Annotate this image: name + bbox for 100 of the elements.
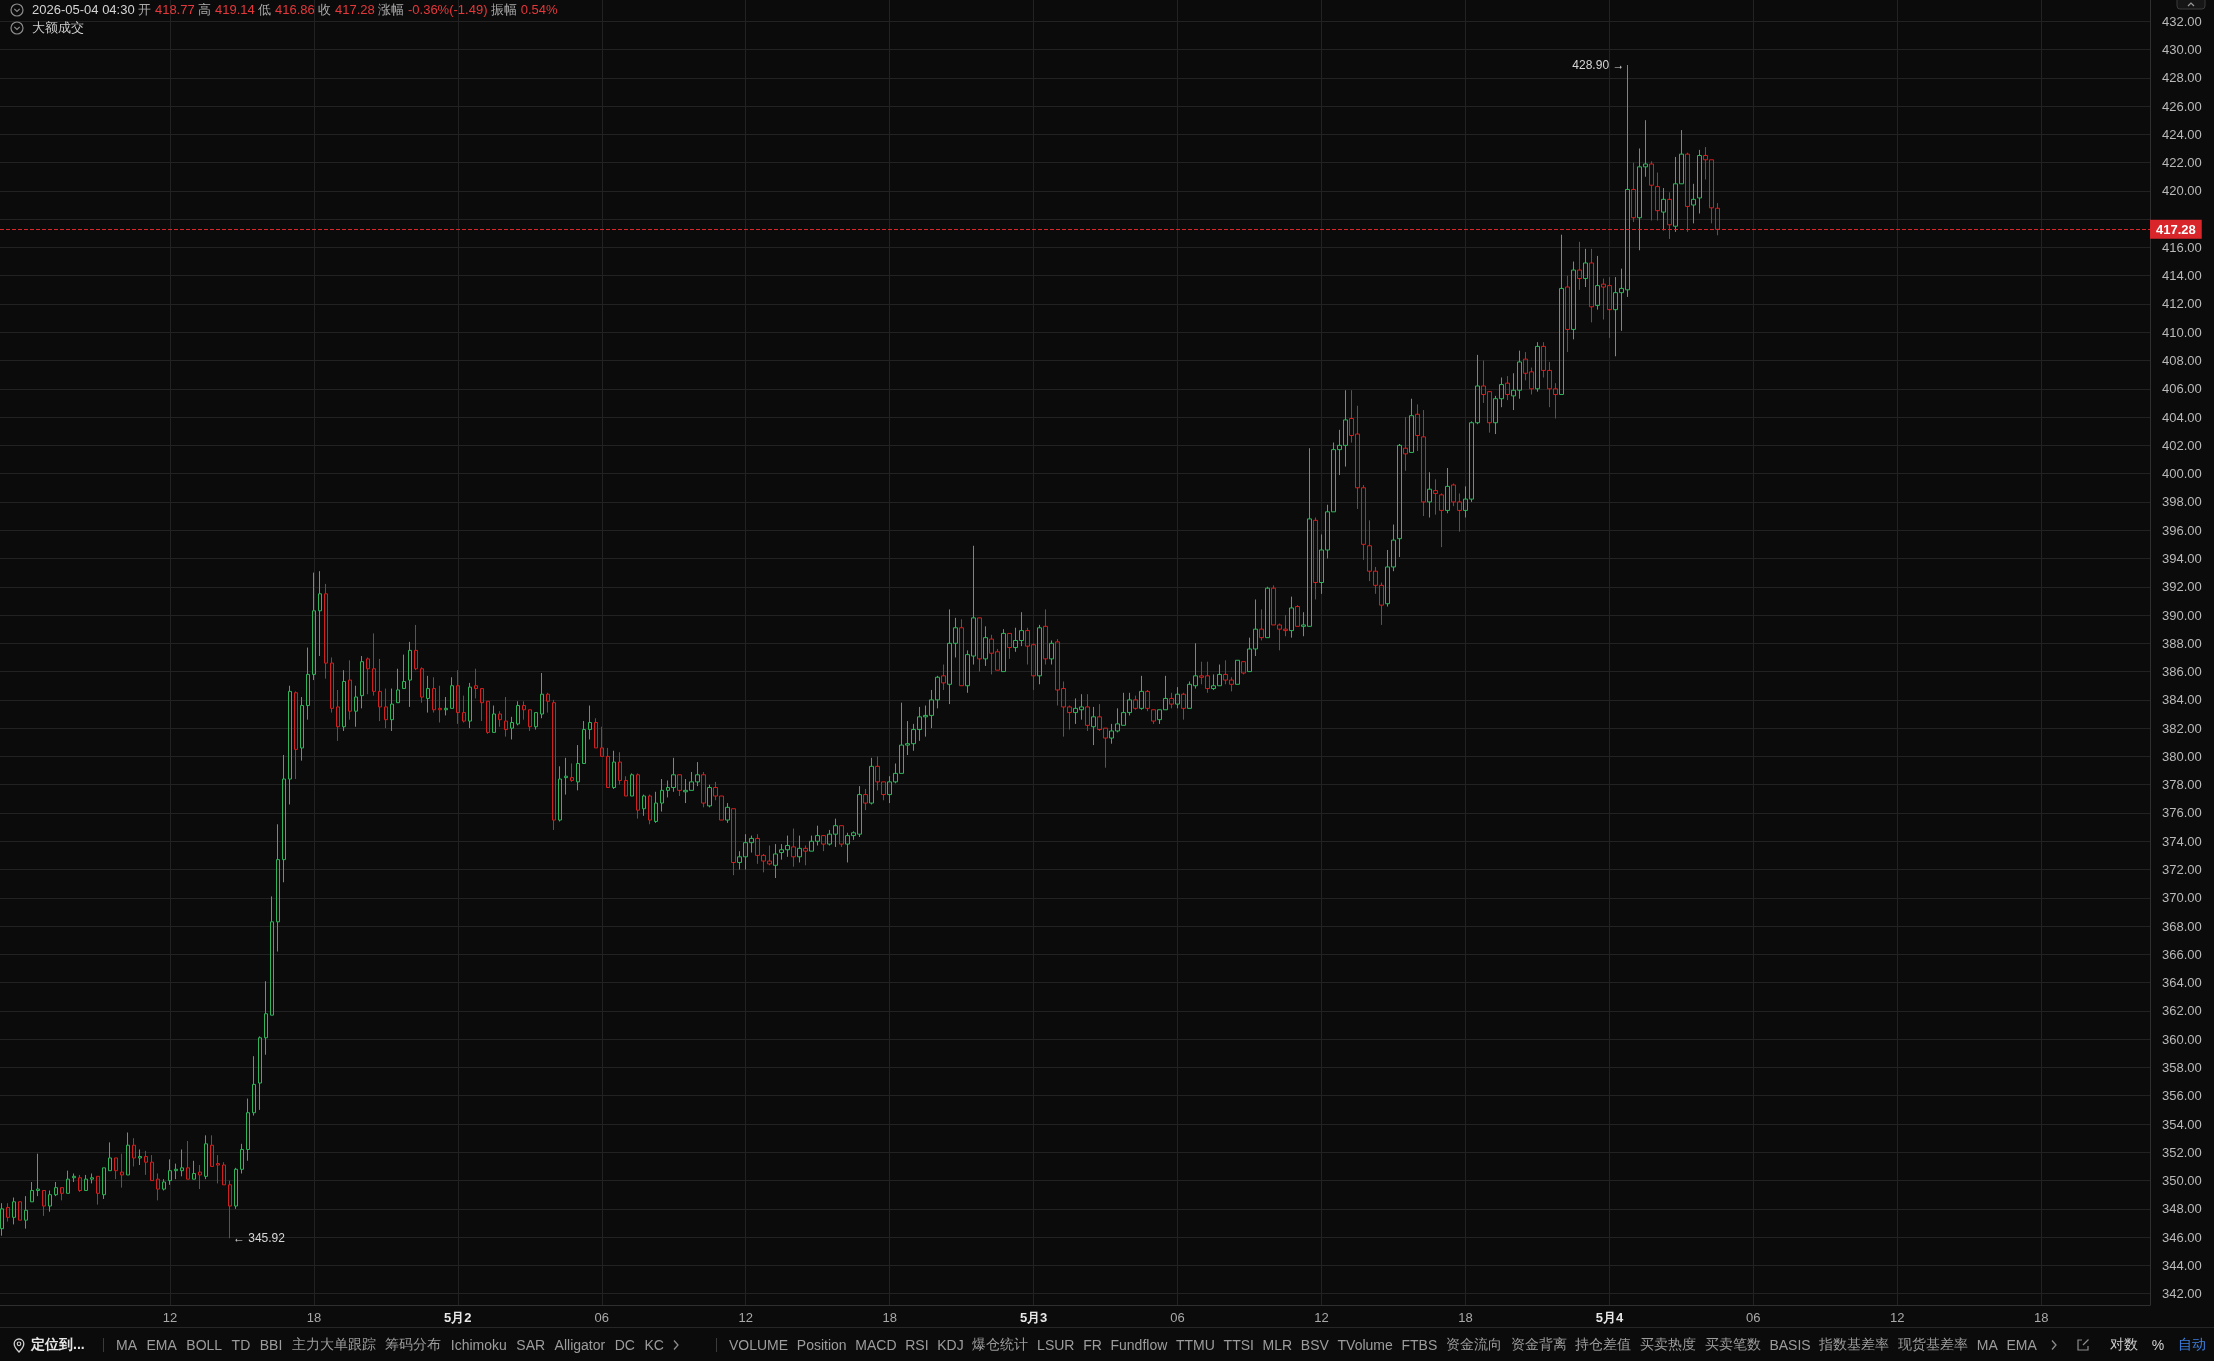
y-tick-label: 376.00 <box>2162 805 2202 821</box>
candlestick <box>582 720 586 764</box>
y-tick-label: 432.00 <box>2162 13 2202 29</box>
candlestick <box>552 699 556 831</box>
candlestick <box>1175 686 1180 709</box>
candlestick <box>234 1167 238 1210</box>
candlestick <box>342 669 346 732</box>
x-tick-label: 06 <box>1170 1310 1185 1325</box>
text: RSI <box>905 1337 929 1353</box>
candlestick <box>144 1150 148 1176</box>
y-tick-label: 414.00 <box>2162 268 2202 284</box>
x-tick-label: 18 <box>882 1310 897 1325</box>
candlestick <box>228 1180 232 1239</box>
x-tick-label: 18 <box>2034 1310 2049 1325</box>
candlestick <box>1565 275 1570 353</box>
candlestick <box>1145 689 1150 712</box>
candlestick <box>384 688 388 729</box>
candlestick <box>444 696 448 716</box>
candlestick <box>654 791 658 824</box>
candlestick <box>198 1164 202 1190</box>
chart-title: 2026-05-04 04:30 开 418.77 高 419.14 低 416.86 收 417.28 涨幅 -0.36%(-1.49) 振幅 0.54% <box>32 2 558 17</box>
text: MA <box>116 1337 137 1353</box>
x-tick-label: 12 <box>1314 1310 1329 1325</box>
text: SAR <box>516 1337 546 1353</box>
candlestick <box>306 647 310 721</box>
annotation: 428.90 → <box>1572 58 1625 73</box>
candlestick <box>1421 409 1426 517</box>
y-tick-label: 402.00 <box>2162 437 2202 453</box>
candlestick <box>498 710 502 728</box>
candlestick <box>570 762 574 783</box>
candlestick <box>492 705 496 733</box>
candlestick <box>701 771 706 808</box>
text: % <box>2151 1337 2165 1353</box>
candlestick <box>1289 596 1294 639</box>
candlestick <box>150 1154 154 1182</box>
y-tick-label: 388.00 <box>2162 635 2202 651</box>
x-tick-label: 18 <box>1458 1310 1473 1325</box>
candlestick <box>588 705 592 740</box>
candlestick <box>977 617 982 673</box>
candlestick <box>48 1189 52 1213</box>
text: 主力大单跟踪 <box>291 1336 376 1354</box>
text: VOLUME <box>729 1337 789 1353</box>
candlestick <box>174 1163 178 1180</box>
candlestick <box>378 658 382 722</box>
candlestick <box>660 778 664 813</box>
x-tick-label: 5月2 <box>444 1310 472 1325</box>
text: BASIS <box>1769 1337 1811 1353</box>
y-tick-label: 374.00 <box>2162 833 2202 849</box>
y-tick-label: 426.00 <box>2162 98 2202 114</box>
y-tick-label: 356.00 <box>2162 1088 2202 1104</box>
candlestick <box>606 747 610 789</box>
candlestick <box>102 1167 106 1200</box>
candlestick <box>1313 516 1318 600</box>
candlestick <box>1535 341 1540 393</box>
y-tick-label: 424.00 <box>2162 126 2202 142</box>
candlestick <box>1409 398 1414 453</box>
candlestick <box>474 668 478 699</box>
candlestick <box>1037 624 1042 685</box>
candlestick <box>390 688 394 732</box>
y-tick-label: 422.00 <box>2162 155 2202 171</box>
candlestick <box>90 1173 94 1184</box>
candlestick <box>486 700 490 735</box>
text: TD <box>231 1337 251 1353</box>
text: KC <box>644 1337 664 1353</box>
y-tick-label: 386.00 <box>2162 664 2202 680</box>
candlestick <box>546 692 550 714</box>
candlestick <box>803 844 808 866</box>
y-tick-label: 364.00 <box>2162 975 2202 991</box>
candlestick <box>1181 692 1186 721</box>
candlestick <box>42 1189 46 1217</box>
candlestick <box>1241 661 1246 675</box>
text: MA <box>1976 1337 1998 1353</box>
y-tick-label: 352.00 <box>2162 1144 2202 1160</box>
y-tick-label: 416.00 <box>2162 239 2202 255</box>
candlestick <box>0 1202 4 1237</box>
candlestick <box>156 1173 160 1201</box>
candlestick <box>959 618 964 687</box>
y-tick-label: 378.00 <box>2162 777 2202 793</box>
candlestick <box>138 1148 142 1166</box>
x-tick-label: 12 <box>738 1310 753 1325</box>
candlestick <box>438 685 442 723</box>
y-tick-label: 350.00 <box>2162 1173 2202 1189</box>
candlestick <box>372 632 376 697</box>
candlestick <box>1631 162 1636 223</box>
text: TTMU <box>1176 1337 1215 1353</box>
y-tick-label: 428.00 <box>2162 70 2202 86</box>
candlestick <box>60 1187 64 1201</box>
text: Ichimoku <box>450 1337 507 1353</box>
candlestick <box>504 696 508 738</box>
y-tick-label: 346.00 <box>2162 1229 2202 1245</box>
y-tick-label: 390.00 <box>2162 607 2202 623</box>
candlestick <box>600 726 604 757</box>
candlestick <box>210 1134 214 1167</box>
y-tick-label: 380.00 <box>2162 748 2202 764</box>
candlestick <box>246 1098 250 1162</box>
x-tick-label: 5月4 <box>1595 1310 1624 1325</box>
text: 爆仓统计 <box>972 1336 1029 1354</box>
candlestick <box>468 682 472 729</box>
y-tick-label: 342.00 <box>2162 1286 2202 1302</box>
candlestick <box>120 1153 124 1189</box>
